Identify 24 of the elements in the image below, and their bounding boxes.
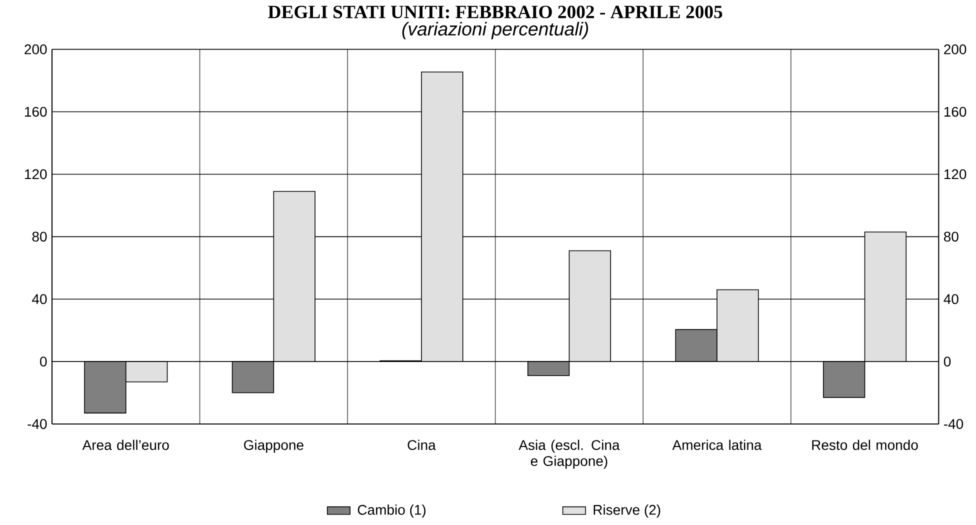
y2-tick-label: 80 bbox=[944, 232, 958, 242]
x-tick-label: Area dell’euro bbox=[82, 440, 169, 450]
y2-tick-label: 0 bbox=[944, 356, 951, 366]
y-tick-label: 40 bbox=[32, 294, 47, 304]
y2-tick-label: 160 bbox=[944, 106, 966, 117]
y-tick-label: 80 bbox=[32, 232, 47, 242]
x-tick-label: America latina bbox=[672, 440, 762, 450]
legend-label: Riserve (2) bbox=[594, 504, 660, 518]
y-tick-label: 0 bbox=[40, 356, 47, 366]
y-tick-label: -40 bbox=[28, 418, 47, 429]
x-tick-label: Asia (escl. Cina e Giappone) bbox=[518, 440, 620, 469]
x-tick-label: Resto del mondo bbox=[812, 440, 918, 450]
chart-title: DEGLI STATI UNITI: FEBBRAIO 2002 - APRILE 2005 bbox=[268, 6, 722, 18]
y2-tick-label: -40 bbox=[944, 418, 964, 429]
y2-tick-label: 40 bbox=[944, 294, 958, 304]
x-tick-label: Cina bbox=[408, 440, 436, 450]
y2-tick-label: 200 bbox=[944, 44, 966, 54]
y-tick-label: 160 bbox=[25, 106, 47, 117]
legend-label: Cambio (1) bbox=[358, 504, 426, 518]
y-tick-label: 120 bbox=[25, 169, 47, 180]
chart-subtitle: (variazioni percentuali) bbox=[402, 22, 588, 40]
y2-tick-label: 120 bbox=[944, 169, 966, 180]
y-tick-label: 200 bbox=[24, 44, 47, 54]
x-tick-label: Giappone bbox=[244, 440, 304, 453]
